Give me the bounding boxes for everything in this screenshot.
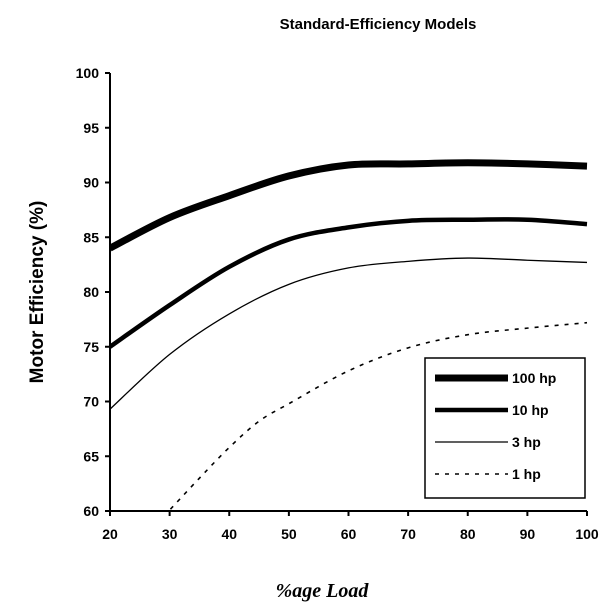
- y-tick-label: 75: [83, 339, 99, 355]
- x-tick-label: 90: [520, 526, 536, 542]
- series-line-100-hp: [110, 159, 588, 252]
- series-line-1-hp: [167, 321, 588, 511]
- axes: 60 65 70 75 80 85 90 95 100 20 30 40 50 60 70 80 90 100: [76, 65, 599, 542]
- x-tick-label: 60: [341, 526, 357, 542]
- x-tick-label: 100: [575, 526, 599, 542]
- x-tick-label: 70: [400, 526, 416, 542]
- x-tick-label: 50: [281, 526, 297, 542]
- y-tick-label: 85: [83, 229, 99, 245]
- chart-title: Standard-Efficiency Models: [280, 16, 477, 33]
- legend: 100 hp 10 hp 3 hp 1 hp: [424, 357, 586, 499]
- y-tick-label: 70: [83, 394, 99, 410]
- legend-label: 10 hp: [512, 402, 549, 418]
- y-tick-label: 65: [83, 448, 99, 464]
- y-tick-label: 90: [83, 175, 99, 191]
- y-tick-label: 80: [83, 284, 99, 300]
- x-tick-label: 80: [460, 526, 476, 542]
- series-line-3-hp: [110, 257, 588, 410]
- legend-label: 1 hp: [512, 466, 541, 482]
- legend-label: 100 hp: [512, 370, 556, 386]
- series-line-10-hp: [110, 217, 588, 349]
- x-tick-label: 20: [102, 526, 118, 542]
- legend-label: 3 hp: [512, 434, 541, 450]
- x-tick-label: 30: [162, 526, 178, 542]
- x-axis-label: %age Load: [276, 580, 370, 602]
- y-tick-label: 60: [83, 503, 99, 519]
- y-tick-label: 100: [76, 65, 100, 81]
- series-layer: [110, 159, 588, 511]
- x-tick-label: 40: [221, 526, 237, 542]
- y-tick-label: 95: [83, 120, 99, 136]
- y-axis-label: Motor Efficiency (%): [27, 201, 48, 384]
